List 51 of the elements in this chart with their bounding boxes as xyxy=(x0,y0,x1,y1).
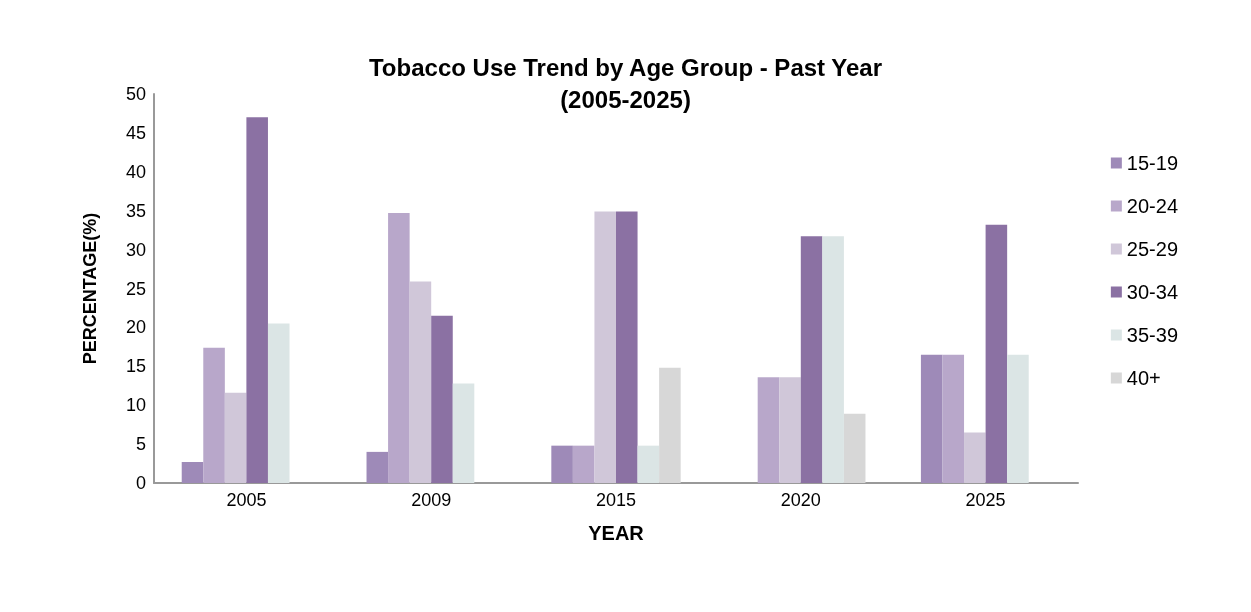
legend-label: 15-19 xyxy=(1126,152,1178,174)
bar xyxy=(800,236,823,483)
legend-label: 30-34 xyxy=(1126,281,1178,303)
bar xyxy=(452,383,475,483)
bar xyxy=(757,377,780,483)
bar xyxy=(985,224,1008,483)
y-tick-label: 10 xyxy=(125,395,146,416)
legend-label: 25-29 xyxy=(1126,238,1178,260)
chart-title: Tobacco Use Trend by Age Group - Past Year (2005-2025) xyxy=(368,53,883,113)
x-axis-title: YEAR xyxy=(588,522,645,544)
bar xyxy=(779,377,801,483)
bar xyxy=(616,211,638,483)
x-tick-label: 2020 xyxy=(780,490,821,510)
bar xyxy=(181,461,204,483)
x-tick-label: 2005 xyxy=(226,490,267,510)
y-tick-label: 15 xyxy=(125,356,146,377)
legend-label: 40+ xyxy=(1126,367,1161,389)
bar xyxy=(920,354,943,483)
x-tick-label: 2009 xyxy=(411,490,452,510)
legend-label: 35-39 xyxy=(1126,324,1178,346)
bar xyxy=(388,213,410,483)
bar xyxy=(409,281,432,483)
bar xyxy=(594,211,616,483)
bar xyxy=(964,432,986,483)
y-tick-label: 5 xyxy=(135,434,146,455)
bar xyxy=(246,117,268,483)
y-tick-label: 0 xyxy=(135,473,146,493)
bar xyxy=(366,451,389,483)
bar xyxy=(431,315,453,483)
bar xyxy=(224,392,247,483)
y-tick-label: 35 xyxy=(125,200,146,221)
bar xyxy=(203,347,225,483)
bar xyxy=(637,445,660,483)
y-tick-label: 25 xyxy=(125,278,146,299)
y-tick-label: 45 xyxy=(125,122,146,143)
legend-label: 20-24 xyxy=(1126,195,1178,217)
x-tick-label: 2025 xyxy=(965,490,1006,510)
y-tick-label: 50 xyxy=(125,84,146,104)
bar xyxy=(659,367,681,483)
y-tick-label: 30 xyxy=(125,239,146,260)
bar xyxy=(572,445,595,483)
y-axis-title: PERCENTAGE(%) xyxy=(80,212,100,365)
x-tick-label: 2015 xyxy=(595,490,637,510)
y-tick-label: 40 xyxy=(125,161,146,182)
bar xyxy=(843,413,866,483)
bar xyxy=(267,323,290,483)
bar xyxy=(822,236,844,483)
bar xyxy=(942,354,965,483)
bar xyxy=(551,445,573,483)
bar xyxy=(1007,354,1029,483)
y-tick-label: 20 xyxy=(125,317,146,338)
